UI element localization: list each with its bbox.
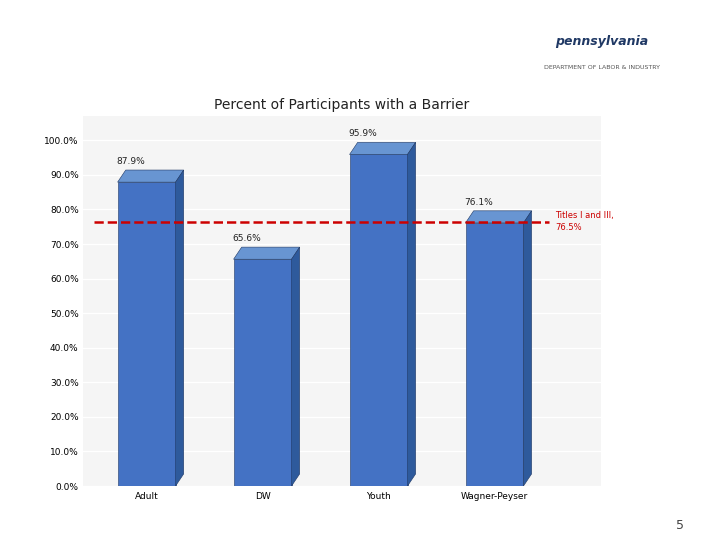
Text: 87.9%: 87.9% <box>117 157 145 166</box>
Text: DEPARTMENT OF LABOR & INDUSTRY: DEPARTMENT OF LABOR & INDUSTRY <box>544 65 660 70</box>
Bar <box>466 223 523 486</box>
Polygon shape <box>117 170 184 182</box>
Text: Titles I and III,
76.5%: Titles I and III, 76.5% <box>555 211 613 232</box>
Text: Percent of Participants with a Barrier: Percent of Participants with a Barrier <box>215 98 469 112</box>
Polygon shape <box>292 247 300 486</box>
Polygon shape <box>466 211 531 223</box>
Text: Barriers to Employment: Barriers to Employment <box>85 38 326 56</box>
Polygon shape <box>408 143 415 486</box>
Bar <box>233 259 292 486</box>
Text: pennsylvania: pennsylvania <box>555 35 648 48</box>
Bar <box>349 154 408 486</box>
Polygon shape <box>176 170 184 486</box>
Text: 5: 5 <box>676 519 684 532</box>
Text: 76.1%: 76.1% <box>464 198 493 207</box>
Polygon shape <box>523 211 531 486</box>
Polygon shape <box>349 143 415 154</box>
Text: 95.9%: 95.9% <box>348 129 377 138</box>
Text: 65.6%: 65.6% <box>233 234 261 243</box>
Bar <box>117 182 176 486</box>
Polygon shape <box>233 247 300 259</box>
